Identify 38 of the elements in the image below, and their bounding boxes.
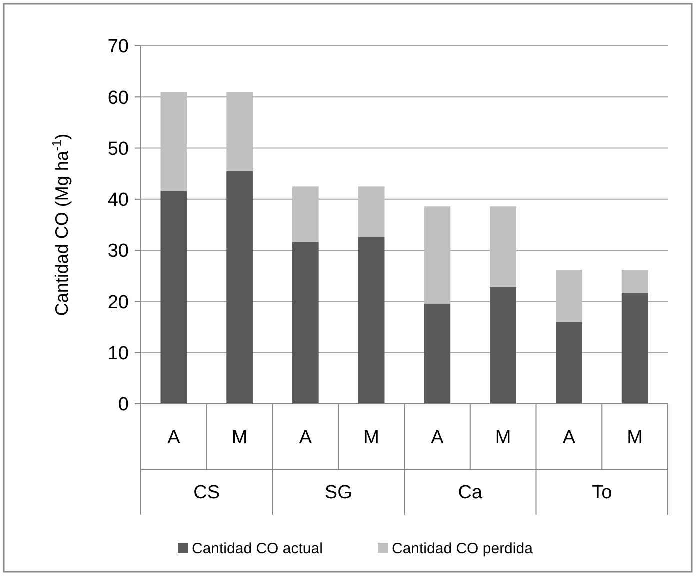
text: SG <box>324 482 352 504</box>
y-tick-label: 0 <box>118 394 129 416</box>
x-tick-label: M <box>232 428 248 449</box>
y-tick-label: 40 <box>108 190 129 212</box>
legend-label: Cantidad CO actual <box>192 540 323 558</box>
x-tick-label: M <box>364 428 380 449</box>
y-tick-label: 50 <box>108 138 129 160</box>
text: Ca <box>458 482 483 504</box>
bar <box>490 206 516 288</box>
bar <box>292 242 319 404</box>
bar <box>160 191 188 404</box>
y-tick-label: 30 <box>108 241 129 262</box>
bar <box>556 270 582 322</box>
bar <box>160 92 188 192</box>
bar <box>424 304 451 404</box>
y-tick-label: 10 <box>108 344 129 365</box>
x-tick-label: M <box>495 428 512 449</box>
bar <box>226 171 253 404</box>
bar <box>292 186 319 242</box>
bar <box>622 293 648 404</box>
bar <box>226 92 253 172</box>
bar <box>424 206 451 304</box>
bar <box>358 186 385 238</box>
y-tick-label: 70 <box>108 36 129 58</box>
y-tick-label: 60 <box>108 88 129 109</box>
text: CS <box>194 482 220 504</box>
x-tick-label: A <box>168 428 181 449</box>
bar <box>556 322 582 404</box>
legend-label: Cantidad CO perdida <box>392 540 534 558</box>
x-tick-label: M <box>627 428 643 449</box>
x-tick-label: A <box>431 428 444 449</box>
bar <box>490 287 516 404</box>
x-tick-label: A <box>299 428 312 449</box>
bar <box>358 237 385 404</box>
text: To <box>592 482 612 504</box>
x-tick-label: A <box>562 428 576 449</box>
bar <box>622 270 648 294</box>
y-tick-label: 20 <box>108 292 129 314</box>
